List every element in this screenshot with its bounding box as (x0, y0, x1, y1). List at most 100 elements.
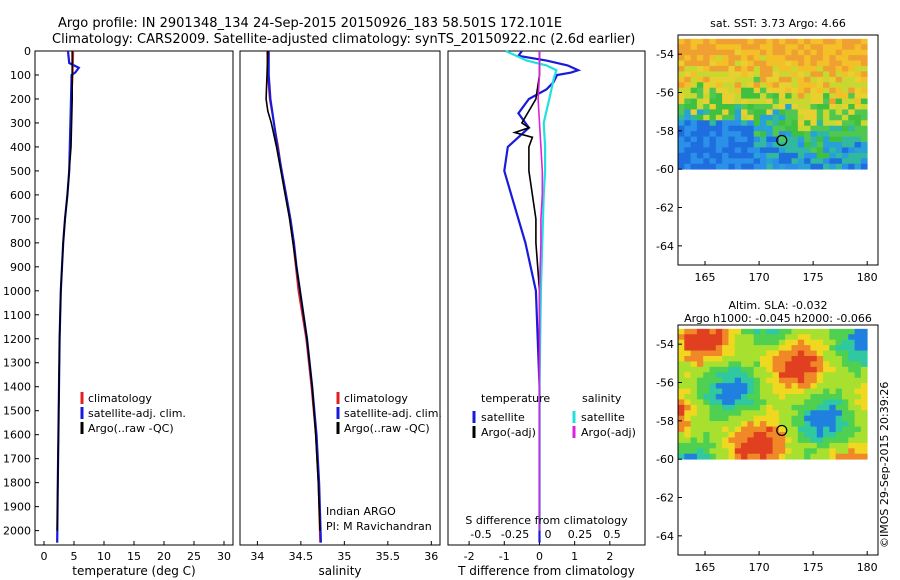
difference-xtick-label: 0 (536, 550, 543, 563)
heatmap-cell (848, 142, 855, 148)
heatmap-cell (816, 372, 824, 379)
lon-tick-label: 180 (857, 271, 878, 284)
heatmap-cell (804, 366, 811, 373)
heatmap-cell (715, 109, 723, 116)
heatmap-cell (772, 44, 780, 51)
heatmap-cell (772, 426, 780, 433)
heatmap-cell (747, 142, 755, 148)
heatmap-cell (734, 453, 742, 460)
heatmap-cell (835, 65, 843, 72)
heatmap-cell (810, 339, 818, 346)
heatmap-cell (835, 415, 843, 422)
heatmap-cell (791, 163, 799, 170)
heatmap-cell (684, 377, 692, 384)
heatmap-cell (728, 82, 736, 89)
heatmap-cell (753, 361, 761, 368)
heatmap-cell (696, 334, 704, 341)
heatmap-cell (722, 98, 729, 105)
heatmap-cell (797, 453, 805, 460)
heatmap-cell (696, 415, 704, 422)
heatmap-cell (684, 120, 692, 127)
heatmap-cell (829, 388, 837, 395)
heatmap-cell (728, 432, 736, 438)
heatmap-cell (804, 328, 811, 335)
heatmap-cell (791, 432, 799, 438)
heatmap-cell (759, 442, 767, 449)
heatmap-cell (791, 355, 799, 362)
heatmap-cell (848, 152, 855, 159)
heatmap-cell (747, 328, 755, 335)
heatmap-cell (848, 163, 855, 170)
series-line-argo-raw-qc- (56, 51, 73, 531)
heatmap-cell (715, 361, 723, 368)
heatmap-cell (715, 437, 723, 444)
heatmap-cell (841, 328, 849, 335)
heatmap-cell (854, 410, 862, 417)
heatmap-cell (835, 55, 843, 61)
heatmap-cell (753, 328, 761, 335)
heatmap-cell (810, 350, 818, 357)
heatmap-cell (703, 432, 710, 438)
heatmap-cell (860, 131, 868, 137)
heatmap-cell (753, 147, 761, 154)
heatmap-cell (684, 71, 692, 78)
heatmap-cell (678, 163, 685, 170)
heatmap-cell (810, 71, 818, 78)
heatmap-cell (797, 432, 805, 438)
heatmap-cell (854, 388, 862, 395)
heatmap-cell (678, 49, 685, 56)
difference-panel: -2 -1 0 1 2T difference from climatologytemp… (447, 49, 646, 578)
heatmap-cell (696, 361, 704, 368)
heatmap-cell (791, 44, 799, 51)
heatmap-cell (753, 158, 761, 165)
heatmap-cell (835, 104, 843, 110)
heatmap-cell (696, 388, 704, 395)
heatmap-cell (747, 87, 755, 94)
heatmap-cell (804, 421, 811, 427)
heatmap-cell (816, 334, 824, 341)
heatmap-cell (703, 98, 710, 105)
heatmap-cell (816, 432, 824, 438)
heatmap-cell (797, 163, 805, 170)
lat-tick-label: -58 (656, 415, 674, 428)
heatmap-cell (841, 125, 849, 132)
heatmap-cell (785, 453, 792, 460)
heatmap-cell (772, 76, 780, 83)
heatmap-cell (835, 448, 843, 455)
heatmap-cell (728, 125, 736, 132)
heatmap-cell (835, 136, 843, 143)
heatmap-cell (804, 399, 811, 406)
heatmap-cell (848, 383, 855, 389)
heatmap-cell (741, 448, 748, 455)
heatmap-cell (778, 394, 786, 400)
heatmap-cell (728, 415, 736, 422)
heatmap-cell (778, 49, 786, 56)
heatmap-cell (703, 415, 710, 422)
heatmap-cell (759, 350, 767, 357)
depth-tick-label: 1600 (3, 429, 31, 442)
heatmap-cell (715, 453, 723, 460)
heatmap-cell (766, 339, 773, 346)
heatmap-cell (785, 355, 792, 362)
heatmap-cell (709, 82, 717, 89)
heatmap-cell (734, 147, 742, 154)
heatmap-cell (747, 355, 755, 362)
heatmap-cell (722, 328, 729, 335)
heatmap-cell (804, 453, 811, 460)
heatmap-cell (860, 334, 868, 341)
heatmap-cell (778, 372, 786, 379)
heatmap-cell (715, 421, 723, 427)
heatmap-cell (816, 437, 824, 444)
salinity-xtick-label: 36 (424, 550, 438, 563)
heatmap-cell (678, 394, 685, 400)
heatmap-cell (753, 355, 761, 362)
heatmap-cell (860, 426, 868, 433)
heatmap-cell (678, 38, 685, 45)
heatmap-cell (810, 93, 818, 99)
heatmap-cell (797, 65, 805, 72)
heatmap-cell (816, 49, 824, 56)
lon-tick-label: 175 (803, 561, 824, 574)
heatmap-cell (785, 142, 792, 148)
salinity-frame (239, 50, 441, 546)
heatmap-cell (759, 136, 767, 143)
